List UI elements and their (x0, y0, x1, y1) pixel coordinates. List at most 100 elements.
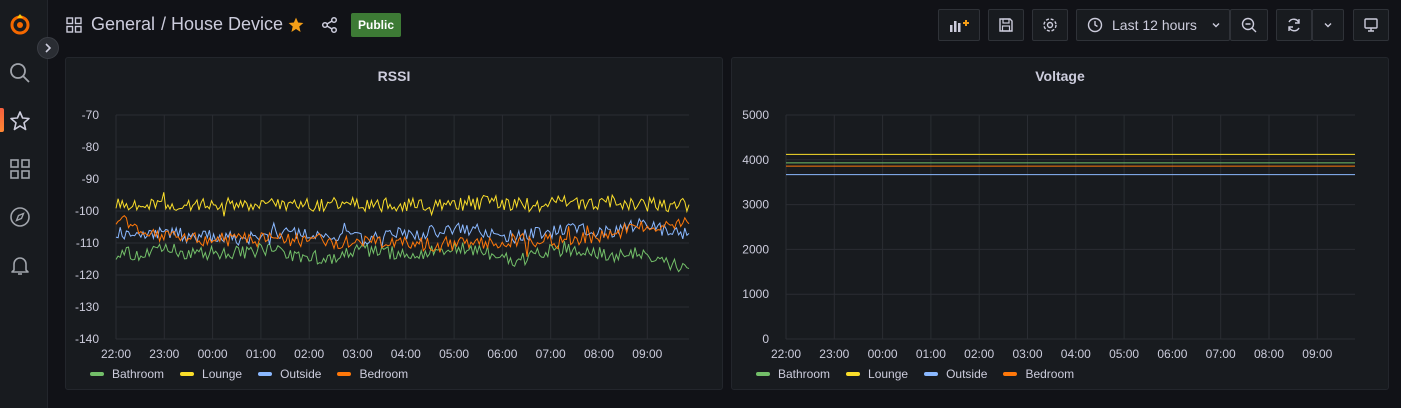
x-tick-label: 08:00 (1254, 347, 1284, 361)
active-indicator (0, 108, 4, 132)
monitor-icon (1364, 18, 1378, 32)
legend-label: Bedroom (1025, 367, 1075, 381)
legend-swatch (924, 372, 939, 376)
chevron-right-icon (45, 43, 52, 53)
y-tick-label: 4000 (742, 153, 769, 167)
y-tick-label: -80 (82, 140, 100, 154)
voltage-panel[interactable]: Voltage 5000 4000 3000 2000 1000 0 22:00 23:00 0… (731, 57, 1389, 390)
legend-label: Bedroom (359, 367, 409, 381)
x-tick-label: 22:00 (101, 347, 131, 361)
legend-item-outside[interactable]: Outside (258, 367, 321, 381)
legend-label: Outside (946, 367, 988, 381)
legend-swatch (846, 372, 861, 376)
x-tick-label: 05:00 (1109, 347, 1139, 361)
share-icon[interactable] (321, 16, 339, 39)
zoom-out-icon (1241, 17, 1257, 33)
legend-label: Lounge (202, 367, 243, 381)
y-tick-label: -140 (75, 332, 99, 346)
refresh-button[interactable] (1276, 9, 1312, 41)
x-tick-label: 04:00 (391, 347, 421, 361)
time-range-label: Last 12 hours (1112, 17, 1197, 33)
y-tick-label: -110 (76, 236, 99, 250)
series-line-lounge[interactable] (115, 192, 690, 217)
add-panel-icon (950, 20, 969, 32)
x-tick-label: 23:00 (149, 347, 179, 361)
y-tick-label: -120 (75, 268, 99, 282)
x-tick-label: 01:00 (246, 347, 276, 361)
tv-mode-button[interactable] (1353, 9, 1389, 41)
x-tick-label: 05:00 (439, 347, 469, 361)
zoom-out-button[interactable] (1230, 9, 1268, 41)
legend-item-bedroom[interactable]: Bedroom (1003, 367, 1074, 381)
sidebar (0, 0, 59, 408)
y-tick-label: -100 (75, 204, 99, 218)
legend-label: Bathroom (112, 367, 165, 381)
refresh-icon (1288, 18, 1300, 32)
search-icon[interactable] (8, 61, 32, 85)
star-icon[interactable] (8, 109, 32, 133)
save-icon (999, 18, 1013, 32)
dashboards-icon[interactable] (8, 157, 32, 181)
grid (115, 114, 689, 340)
legend-item-bathroom[interactable]: Bathroom (90, 367, 164, 381)
y-tick-label: -70 (82, 108, 100, 122)
legend-swatch (180, 372, 195, 376)
x-tick-label: 00:00 (198, 347, 228, 361)
expand-sidebar-button[interactable] (37, 37, 59, 59)
y-tick-label: 2000 (742, 242, 769, 256)
x-tick-label: 22:00 (771, 347, 801, 361)
explore-icon[interactable] (8, 205, 32, 229)
panel-title[interactable]: RSSI (377, 68, 411, 84)
time-range-picker[interactable]: Last 12 hours (1076, 9, 1230, 41)
legend-item-outside[interactable]: Outside (924, 367, 987, 381)
series-line-bedroom[interactable] (115, 215, 690, 257)
dashboard-settings-button[interactable] (1032, 9, 1068, 41)
x-tick-label: 02:00 (294, 347, 324, 361)
x-tick-label: 00:00 (868, 347, 898, 361)
legend-item-lounge[interactable]: Lounge (846, 367, 908, 381)
rssi-panel[interactable]: RSSI -70 -80 -90 -100 -110 -120 -130 -140 22:00 2… (65, 57, 723, 390)
y-tick-label: 1000 (742, 287, 769, 301)
x-tick-label: 03:00 (342, 347, 372, 361)
x-tick-label: 23:00 (819, 347, 849, 361)
x-tick-label: 01:00 (916, 347, 946, 361)
x-tick-label: 07:00 (536, 347, 566, 361)
refresh-interval-dropdown[interactable] (1312, 9, 1344, 41)
y-tick-label: -90 (82, 172, 100, 186)
legend-swatch (1003, 372, 1018, 376)
breadcrumb-folder[interactable]: General (91, 14, 156, 34)
public-badge: Public (351, 13, 402, 37)
x-tick-label: 02:00 (964, 347, 994, 361)
x-tick-label: 06:00 (487, 347, 517, 361)
legend-swatch (90, 372, 104, 376)
grafana-logo-icon[interactable] (8, 12, 32, 36)
chevron-down-icon (1324, 23, 1332, 28)
voltage-legend: Bathroom Lounge Outside Bedroom (756, 367, 1074, 381)
legend-item-bedroom[interactable]: Bedroom (337, 367, 408, 381)
legend-label: Bathroom (778, 367, 831, 381)
x-tick-label: 06:00 (1157, 347, 1187, 361)
alerting-icon[interactable] (8, 253, 32, 277)
series-line-bathroom[interactable] (115, 241, 690, 273)
x-tick-label: 09:00 (1302, 347, 1332, 361)
gear-icon (1043, 18, 1057, 32)
favorite-star-icon[interactable] (287, 16, 305, 39)
legend-item-lounge[interactable]: Lounge (180, 367, 242, 381)
save-dashboard-button[interactable] (988, 9, 1024, 41)
x-tick-label: 08:00 (584, 347, 614, 361)
legend-label: Lounge (868, 367, 909, 381)
y-tick-label: 0 (762, 332, 769, 346)
y-tick-label: 5000 (742, 108, 769, 122)
add-panel-button[interactable] (938, 9, 980, 41)
legend-swatch (756, 372, 770, 376)
y-tick-label: -130 (75, 300, 99, 314)
dashboard-title[interactable]: / House Device (161, 14, 284, 34)
legend-item-bathroom[interactable]: Bathroom (756, 367, 830, 381)
x-tick-label: 03:00 (1012, 347, 1042, 361)
x-tick-label: 07:00 (1206, 347, 1236, 361)
voltage-chart[interactable]: 5000 4000 3000 2000 1000 022:00 23:00 00:00 01:0… (732, 58, 1390, 363)
chevron-down-icon (1212, 23, 1220, 28)
panel-title[interactable]: Voltage (1035, 68, 1085, 84)
clock-icon (1087, 17, 1103, 33)
